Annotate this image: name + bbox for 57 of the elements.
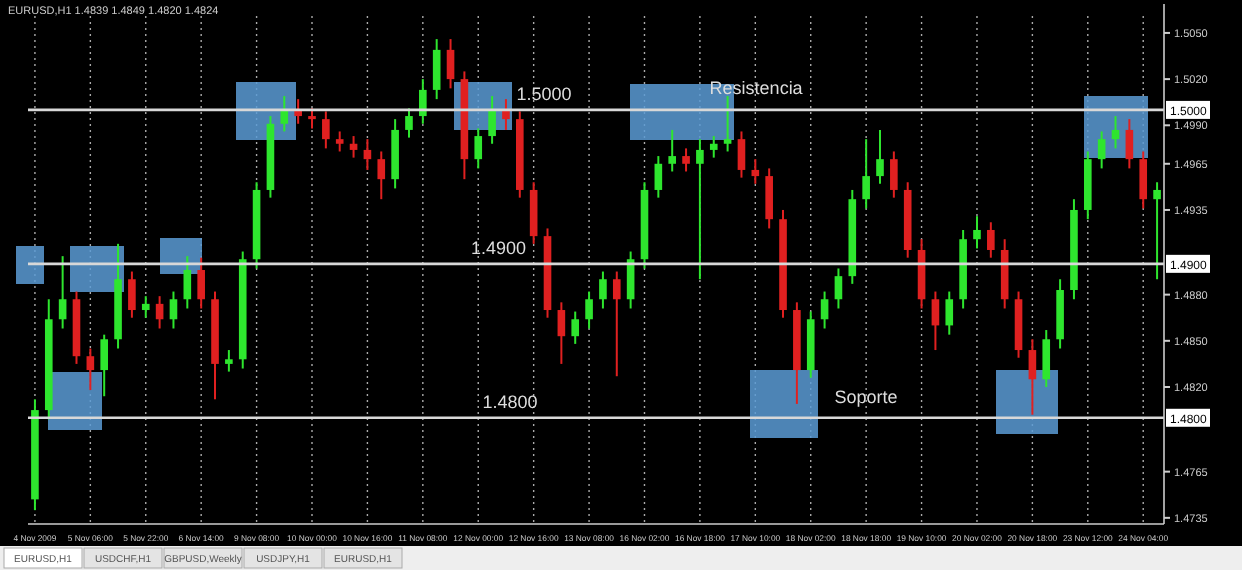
candlestick (322, 110, 330, 150)
candlestick (1111, 115, 1120, 150)
candlestick (405, 107, 413, 139)
candlestick (128, 270, 136, 319)
candlestick (557, 301, 566, 365)
candlestick (1125, 118, 1134, 170)
candlestick (1153, 181, 1161, 281)
candlestick (723, 95, 732, 153)
candlestick (820, 290, 829, 330)
candlestick (1042, 329, 1051, 388)
ref-line-label: 1.5000 (516, 83, 572, 104)
candlestick (100, 333, 108, 398)
candlestick (668, 128, 677, 173)
candlestick (141, 295, 150, 319)
candlestick (876, 128, 884, 185)
candlestick (737, 130, 746, 179)
annotation: Soporte (834, 387, 898, 408)
candlestick (599, 270, 607, 310)
candlestick (612, 270, 621, 378)
candlestick (474, 127, 483, 170)
candlestick (446, 38, 455, 90)
candlestick (571, 310, 580, 345)
candlestick (834, 267, 843, 310)
ref-line-label: 1.4900 (471, 237, 527, 258)
candlestick (58, 255, 67, 330)
candlestick (1139, 150, 1148, 210)
candlestick (709, 135, 718, 159)
candlestick (890, 150, 898, 199)
candlestick (654, 155, 663, 199)
candlestick (155, 295, 164, 330)
candlestick (432, 38, 441, 101)
candlestick (682, 147, 690, 173)
candlestick (862, 138, 870, 210)
candlestick (1097, 130, 1106, 170)
candlestick (197, 256, 205, 310)
candlestick (529, 181, 538, 245)
candlestick (585, 290, 593, 330)
candlestick (765, 167, 773, 230)
candlestick (987, 221, 995, 259)
candlestick (335, 130, 344, 153)
candlestick (945, 290, 954, 336)
candlestick (502, 98, 510, 131)
candlestick (169, 290, 178, 330)
candlestick (363, 138, 372, 171)
candlestick (696, 138, 704, 281)
candlestick (419, 78, 427, 125)
candlestick (973, 215, 981, 250)
candlestick (377, 150, 386, 201)
candlestick (86, 347, 95, 392)
candlestick (280, 95, 289, 133)
candlestick (931, 290, 940, 352)
candlestick (308, 107, 316, 130)
candlestick (183, 255, 192, 310)
candlestick (225, 349, 233, 373)
ref-line-label: 1.4800 (482, 391, 538, 412)
candlestick (1028, 338, 1037, 416)
candlestick (488, 95, 496, 145)
